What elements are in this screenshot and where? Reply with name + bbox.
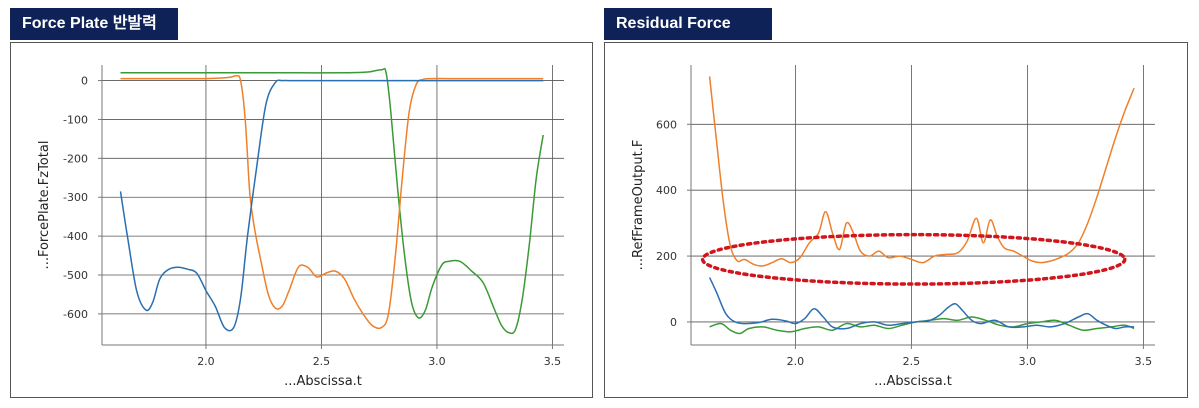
force-plate-x-tick-label: 3.5	[544, 355, 562, 368]
force-plate-series-green-line	[120, 67, 544, 335]
force-plate-y-tick-label: -500	[63, 269, 88, 282]
force-plate-x-tick-label: 2.5	[313, 355, 331, 368]
residual-force-y-tick-label: 400	[656, 184, 677, 197]
force-plate-y-tick-label: -400	[63, 230, 88, 243]
force-plate-y-tick-label: -100	[63, 113, 88, 126]
residual-force-x-tick-label: 3.5	[1135, 355, 1153, 368]
force-plate-x-axis-label: ...Abscissa.t	[284, 374, 362, 389]
force-plate-y-tick-label: 0	[81, 75, 88, 88]
force-plate-y-tick-label: -300	[63, 191, 88, 204]
residual-force-highlight-ellipse	[700, 232, 1127, 286]
residual-force-chart: 2.0 2.5 3.0 3.5 0 200 400 600 ...Abscissa.t ...Re…	[631, 65, 1155, 389]
residual-force-series-orange-line	[708, 76, 1135, 267]
residual-force-y-tick-label: 200	[656, 250, 677, 263]
residual-force-gridlines	[691, 65, 1155, 345]
force-plate-panel-title: Force Plate 반발력	[22, 15, 157, 32]
residual-force-panel-title: Residual Force	[616, 15, 731, 32]
force-plate-x-tick-label: 2.0	[197, 355, 215, 368]
residual-force-y-tick-label: 600	[656, 118, 677, 131]
force-plate-x-tick-label: 3.0	[428, 355, 446, 368]
residual-force-x-tick-label: 3.0	[1019, 355, 1037, 368]
residual-force-x-axis-label: ...Abscissa.t	[874, 374, 952, 389]
residual-force-panel	[604, 42, 1188, 398]
force-plate-panel	[10, 42, 593, 398]
residual-force-panel-tab: Residual Force	[604, 8, 772, 40]
residual-force-y-axis-label: ...RefFrameOutput.F	[631, 140, 646, 271]
force-plate-series-orange-line	[120, 74, 544, 330]
residual-force-y-tick-label: 0	[670, 316, 677, 329]
force-plate-y-tick-label: -600	[63, 308, 88, 321]
residual-force-x-tick-label: 2.0	[787, 355, 805, 368]
force-plate-series-blue-line	[119, 79, 544, 332]
force-plate-panel-tab: Force Plate 반발력	[10, 8, 178, 40]
force-plate-y-tick-label: -200	[63, 152, 88, 165]
force-plate-y-axis-label: ...ForcePlate.FzTotal	[37, 141, 52, 270]
residual-force-x-tick-label: 2.5	[903, 355, 921, 368]
force-plate-chart: 2.0 2.5 3.0 3.5 0 -100 -200 -300 -400 -500 -600...…	[37, 65, 564, 389]
residual-force-series-blue-line	[708, 277, 1135, 330]
force-plate-gridlines	[102, 65, 564, 345]
